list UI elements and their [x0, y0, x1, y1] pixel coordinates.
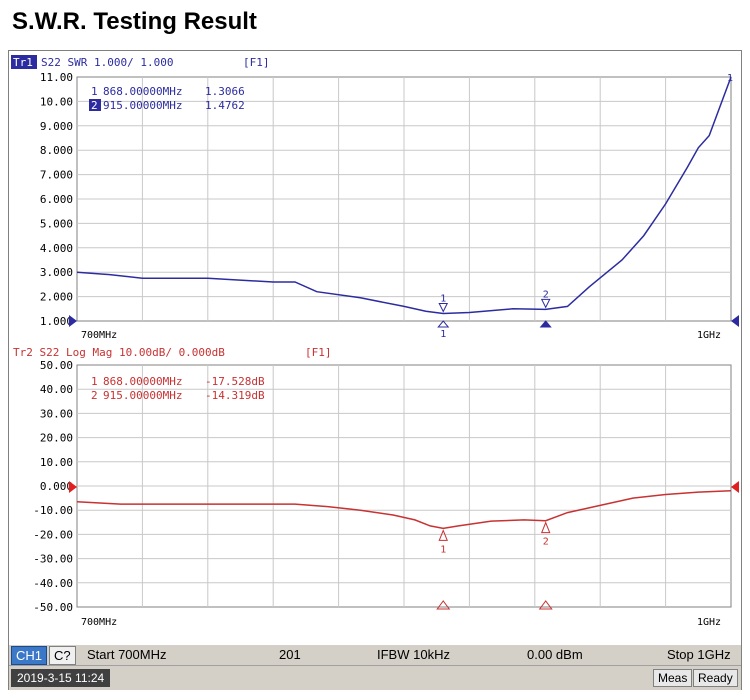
trace2-marker2-value: -14.319dB: [205, 389, 265, 402]
trace1-marker2-id-box: [89, 99, 101, 111]
sweep-points[interactable]: 201: [279, 647, 301, 662]
trace2-right-ref-arrow[interactable]: [731, 481, 739, 493]
trace1-marker-triangle[interactable]: [540, 298, 551, 309]
trace2-left-ref-arrow: [69, 481, 77, 493]
trace1-marker-axis-pointer[interactable]: [539, 320, 552, 328]
trace2-marker-triangle[interactable]: [438, 529, 448, 541]
trace1-y-tick-label: 6.000: [40, 193, 73, 206]
trace1-x-stop: 1GHz: [697, 330, 721, 341]
trace1-y-tick-label: 4.000: [40, 242, 73, 255]
trace1-y-tick-label: 3.000: [40, 266, 73, 279]
trace2-y-ticks: 50.00 40.00 30.00 20.00 10.00 0.000 -10.00 -20.…: [33, 359, 73, 614]
trace1-y-tick-label: 10.00: [40, 95, 73, 108]
trace1-y-tick-label: 9.000: [40, 120, 73, 133]
trace1-right-ref-arrow[interactable]: [731, 315, 739, 327]
trace2-format: [F1]: [305, 346, 332, 359]
trace2-marker2-freq: 915.00000MHz: [103, 389, 182, 402]
trace2-marker-triangle[interactable]: [540, 521, 551, 534]
trace1-marker-axis-label: 1: [440, 329, 446, 340]
trace1-marker-label: 1: [440, 294, 446, 305]
trace1-marker2-value: 1.4762: [205, 99, 245, 112]
trace1-tag-box[interactable]: [11, 55, 37, 69]
trace2-header: Tr2 S22 Log Mag 10.00dB/ 0.000dB: [13, 346, 225, 359]
trace2-marker1-id: 1: [91, 375, 98, 388]
trace1-marker-label: 2: [543, 289, 549, 300]
trace2-y-tick-label: -30.00: [33, 553, 73, 566]
trace2-marker-axis-pointer[interactable]: [436, 600, 451, 610]
trace1-marker1-freq: 868.00000MHz: [103, 85, 182, 98]
date-time: 2019-3-15 11:24: [11, 669, 111, 687]
trace2-grid: [76, 364, 732, 608]
trace2-y-tick-label: 20.00: [40, 432, 73, 445]
channel-button[interactable]: CH1: [11, 645, 48, 665]
trace1-grid: [76, 76, 732, 322]
trace1-marker2-id: 2: [91, 99, 98, 112]
trace1-marker2-freq: 915.00000MHz: [103, 99, 182, 112]
trace2-marker-axis-pointer[interactable]: [538, 600, 553, 610]
trace2-y-tick-label: -20.00: [33, 528, 73, 541]
trace1-marker1-id: 1: [91, 85, 98, 98]
trace1-line: [76, 76, 732, 315]
system-status-bar: 2019-3-15 11:24 Meas Ready: [9, 665, 741, 690]
calibration-button[interactable]: C?: [49, 645, 76, 665]
channel-status-bar: CH1 C? Start 700MHz 201 IFBW 10kHz 0.00 …: [9, 645, 741, 665]
ready-status: Ready: [693, 669, 738, 687]
trace2-marker1-value: -17.528dB: [205, 375, 265, 388]
trace2-y-tick-label: -40.00: [33, 577, 73, 590]
trace2-y-tick-label: 50.00: [40, 359, 73, 372]
trace2-marker2-id: 2: [91, 389, 98, 402]
trace1-y-tick-label: 2.000: [40, 291, 73, 304]
trace1-y-tick-label: 11.00: [40, 71, 73, 84]
meas-button[interactable]: Meas: [653, 669, 693, 687]
trace1-left-ref-arrow: [69, 315, 77, 327]
trace2-y-tick-label: 30.00: [40, 407, 73, 420]
trace1-marker1-value: 1.3066: [205, 85, 245, 98]
trace2-marker-label: 2: [543, 537, 549, 548]
trace1-marker-axis-pointer[interactable]: [437, 320, 450, 328]
trace2-y-tick-label: -50.00: [33, 601, 73, 614]
power-level[interactable]: 0.00 dBm: [527, 647, 583, 662]
trace1-y-ticks: 11.00 10.00 9.000 8.000 7.000 6.000 5.000 4.000…: [40, 71, 73, 328]
trace1-y-tick-label: 5.000: [40, 217, 73, 230]
trace2-y-tick-label: 10.00: [40, 456, 73, 469]
start-frequency[interactable]: Start 700MHz: [87, 647, 167, 662]
trace1-header: S22 SWR 1.000/ 1.000: [41, 56, 173, 69]
plot-area: Tr1 S22 SWR 1.000/ 1.000 [F1] 11.0010.00…: [11, 55, 739, 628]
trace2-y-tick-label: 0.000: [40, 480, 73, 493]
trace2-y-tick-label: -10.00: [33, 504, 73, 517]
stop-frequency[interactable]: Stop 1GHz: [667, 647, 731, 662]
trace2-marker-label: 1: [440, 544, 446, 555]
trace2-marker1-freq: 868.00000MHz: [103, 375, 182, 388]
trace1-end-marker: 1: [727, 73, 733, 84]
trace2-x-stop: 1GHz: [697, 617, 721, 628]
trace1-tag: Tr1: [13, 56, 33, 69]
trace2-y-tick-label: 40.00: [40, 383, 73, 396]
trace1-marker-triangle[interactable]: [438, 303, 449, 313]
trace1-y-tick-label: 7.000: [40, 169, 73, 182]
analyzer-screen: Tr1 S22 SWR 1.000/ 1.000 [F1] 11.00 10.00…: [8, 50, 742, 690]
trace2-x-start: 700MHz: [81, 617, 117, 628]
trace1-format: [F1]: [243, 56, 270, 69]
trace2-markers: 12: [436, 521, 553, 610]
trace1-y-tick-label: 8.000: [40, 144, 73, 157]
ifbw-setting[interactable]: IFBW 10kHz: [377, 647, 450, 662]
trace1-x-start: 700MHz: [81, 330, 117, 341]
trace2-line: [76, 490, 732, 530]
page-title: S.W.R. Testing Result: [12, 8, 257, 35]
trace1-y-tick-label: 1.000: [40, 315, 73, 328]
trace1-markers: 1 2 1: [437, 289, 552, 340]
